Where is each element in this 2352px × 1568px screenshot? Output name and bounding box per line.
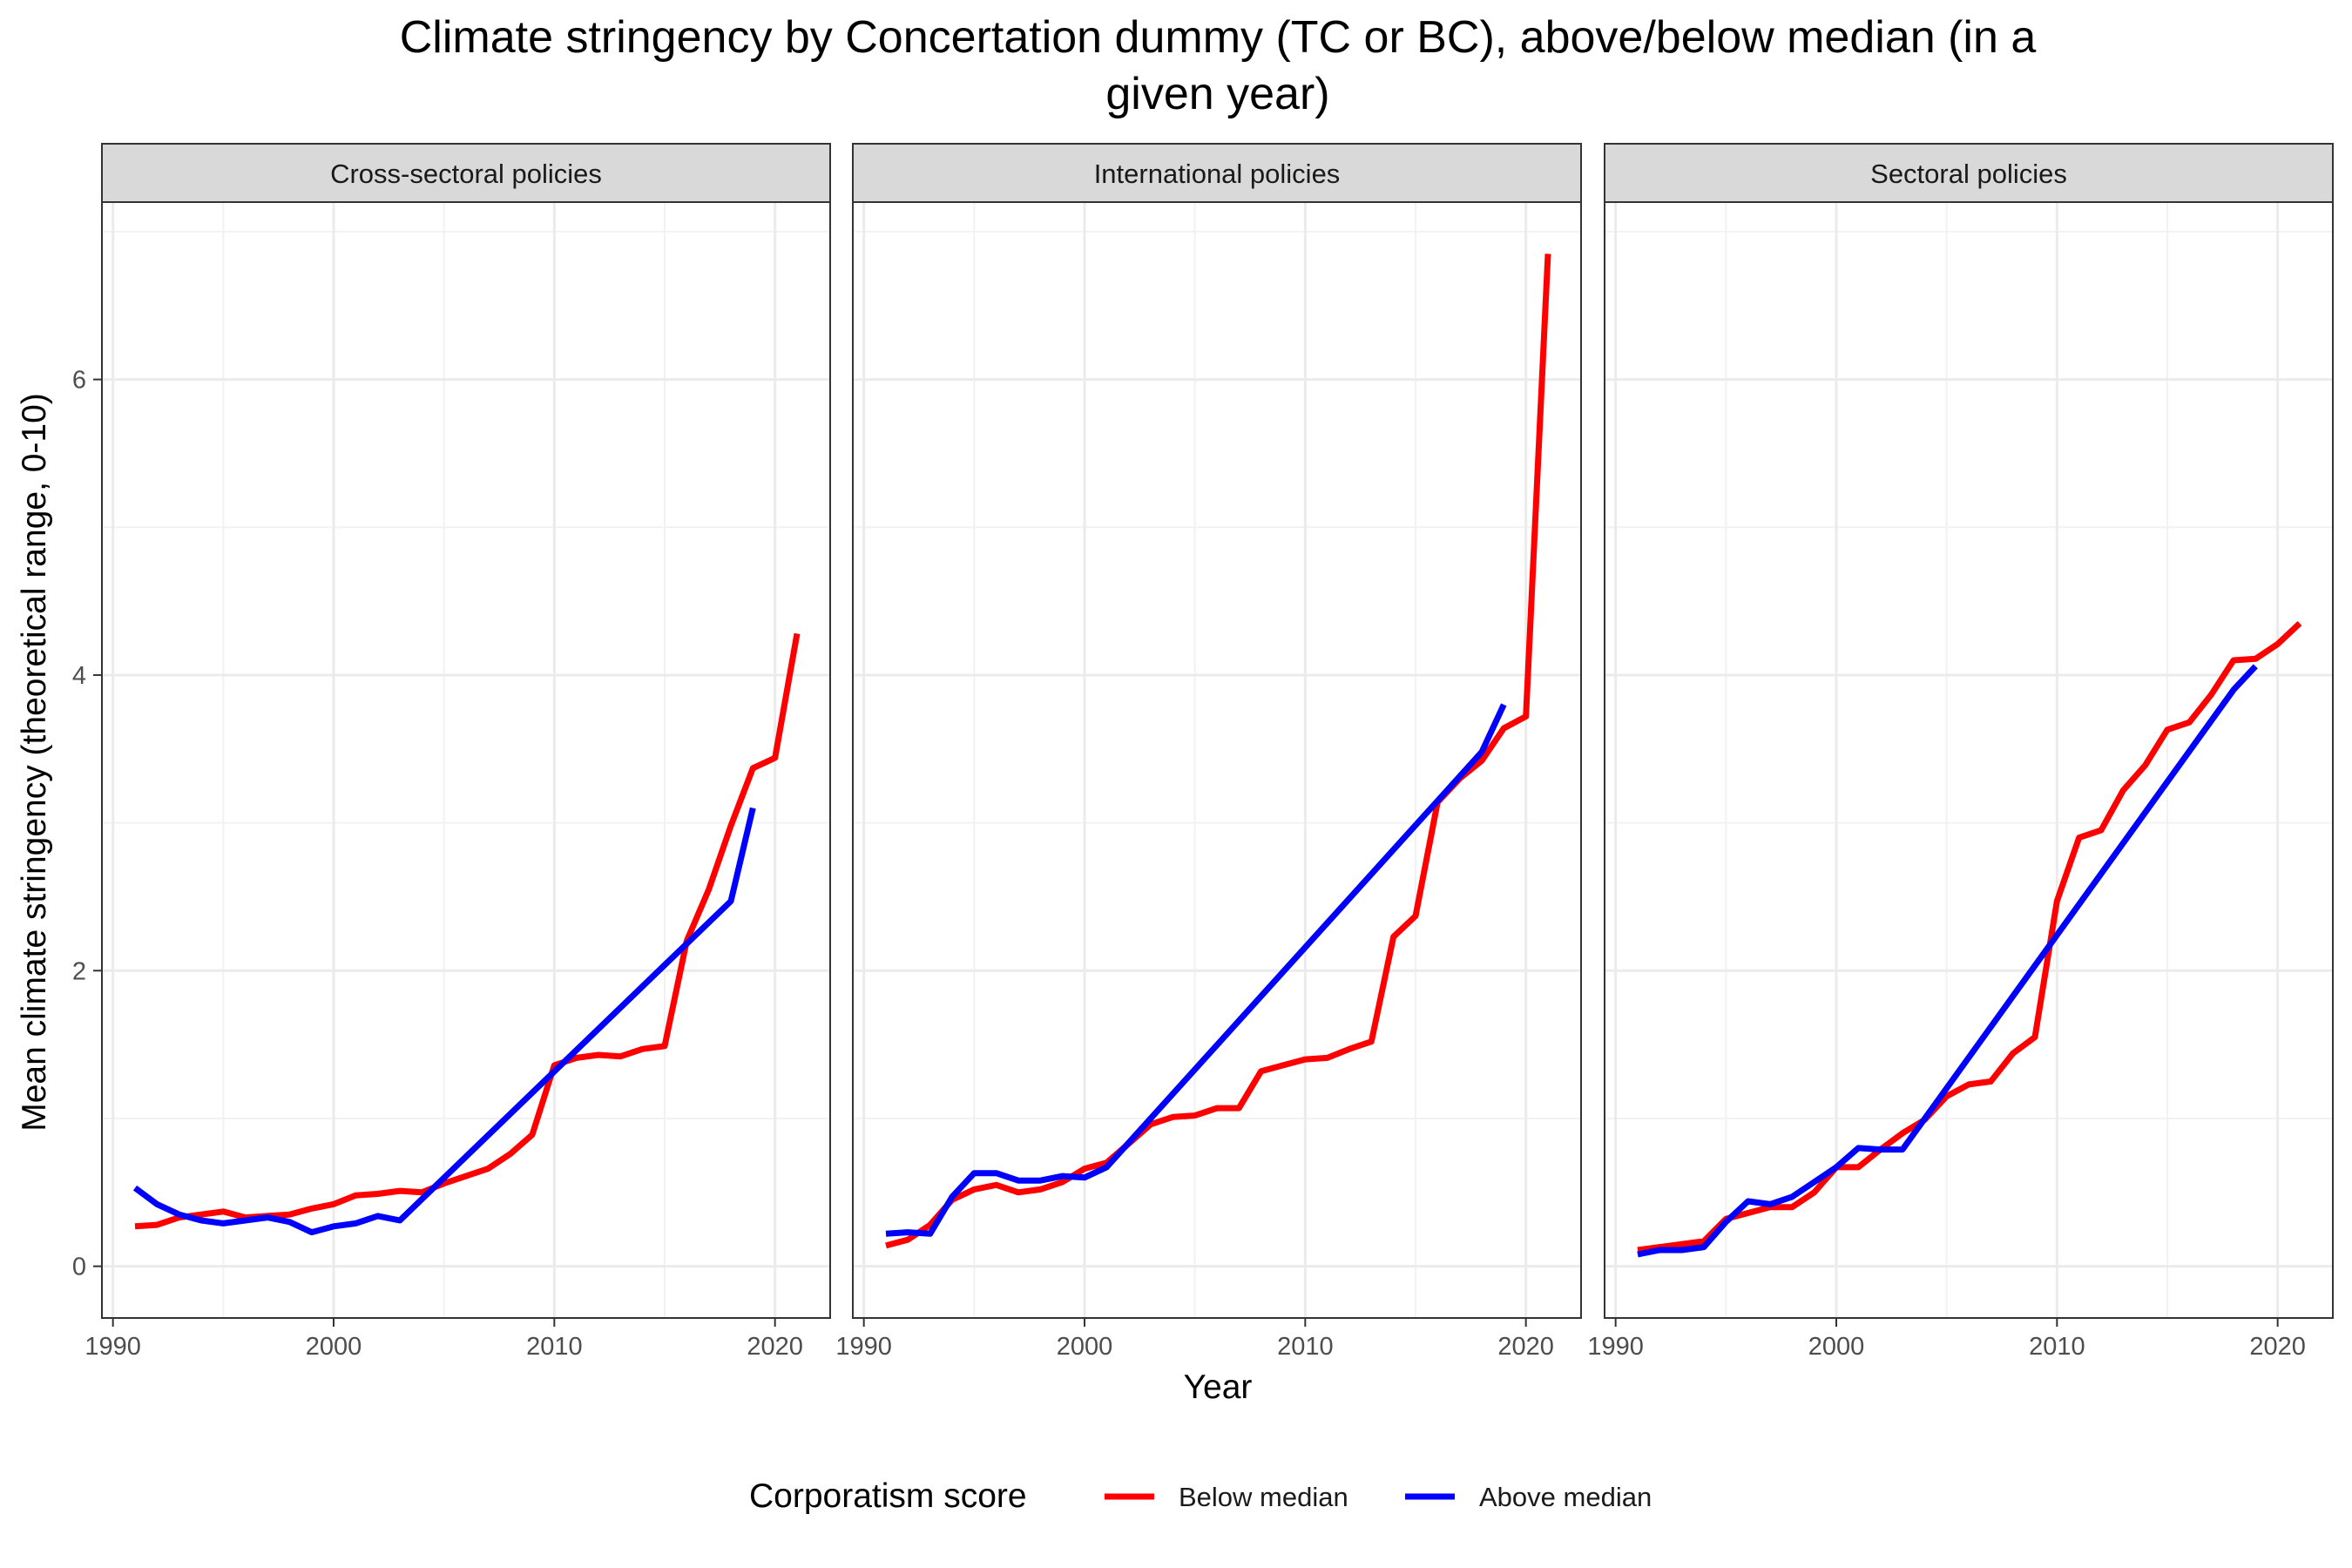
panel-strip-title: Cross-sectoral policies xyxy=(330,159,602,189)
y-tick-label: 4 xyxy=(72,662,86,690)
x-tick-label: 2010 xyxy=(526,1333,583,1361)
panel-international-policies: International policies 1990 2000 2010 2020 xyxy=(835,143,1582,1361)
chart-title-line-1: Climate stringency by Concertation dummy… xyxy=(400,12,2037,63)
panel-border xyxy=(1604,201,2334,1319)
panel-sectoral-policies: Sectoral policies 1990 2000 2010 2020 xyxy=(1587,143,2334,1361)
x-tick-label: 2000 xyxy=(306,1333,362,1361)
y-tick-label: 2 xyxy=(72,957,86,985)
y-tick-label: 6 xyxy=(72,367,86,395)
x-tick-label: 2020 xyxy=(1497,1333,1554,1361)
panel-border xyxy=(101,201,831,1319)
series-line-above-median xyxy=(885,703,1507,1237)
legend-title: Corporatism score xyxy=(749,1477,1027,1515)
x-tick-label: 2000 xyxy=(1057,1333,1113,1361)
x-tick-label: 1990 xyxy=(1587,1333,1644,1361)
series-line-above-median xyxy=(1637,664,2258,1258)
panel-strip xyxy=(101,143,831,203)
legend: Corporatism score Below median Above med… xyxy=(749,1477,1652,1515)
x-tick-label: 2020 xyxy=(747,1333,803,1361)
panel-plot-area xyxy=(1605,202,2333,1318)
legend-label-below-median: Below median xyxy=(1179,1482,1348,1512)
panel-plot-area xyxy=(102,202,830,1318)
x-tick-label: 2010 xyxy=(1277,1333,1334,1361)
x-tick-label: 2020 xyxy=(2249,1333,2306,1361)
panel-cross-sectoral-policies: Cross-sectoral policies 1990 2000 2010 2020 0… xyxy=(72,143,831,1361)
series-line-above-median xyxy=(132,807,756,1236)
series-line-below-median xyxy=(1637,621,2302,1254)
panel-strip xyxy=(1604,143,2334,203)
legend-label-above-median: Above median xyxy=(1479,1482,1652,1512)
x-tick-label: 2000 xyxy=(1808,1333,1865,1361)
panel-strip-title: Sectoral policies xyxy=(1870,159,2067,189)
y-tick-label: 0 xyxy=(72,1254,86,1281)
x-tick-label: 2010 xyxy=(2029,1333,2085,1361)
panel-border xyxy=(852,201,1582,1319)
x-tick-label: 1990 xyxy=(84,1333,141,1361)
panel-strip-title: International policies xyxy=(1094,159,1341,189)
y-axis-label: Mean climate stringency (theoretical ran… xyxy=(16,393,53,1132)
chart-title-line-2: given year) xyxy=(1105,69,1329,119)
x-tick-label: 1990 xyxy=(835,1333,892,1361)
x-axis-label: Year xyxy=(1184,1369,1253,1406)
